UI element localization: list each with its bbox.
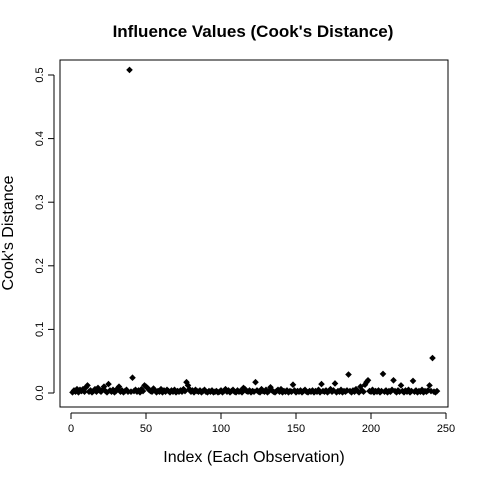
data-point xyxy=(208,387,216,394)
x-tick-label: 150 xyxy=(287,423,305,435)
data-point xyxy=(360,388,367,396)
y-tick-label: 0.4 xyxy=(34,131,46,146)
data-point xyxy=(400,389,408,396)
data-point xyxy=(252,378,259,386)
data-point xyxy=(390,376,397,384)
data-point xyxy=(409,377,417,385)
data-point xyxy=(94,384,102,392)
data-point xyxy=(138,385,145,393)
data-point xyxy=(331,380,339,387)
x-axis: 0 50 100 150 200 250 xyxy=(68,412,455,435)
data-point xyxy=(241,385,249,393)
data-point xyxy=(297,387,304,394)
data-point xyxy=(190,389,198,396)
data-point xyxy=(345,371,352,378)
data-point xyxy=(309,387,316,394)
data-point xyxy=(103,389,111,396)
data-points xyxy=(69,66,441,396)
data-point xyxy=(246,387,253,394)
data-point xyxy=(379,370,387,378)
y-tick-label: 0.0 xyxy=(34,385,46,400)
data-point xyxy=(429,354,436,362)
data-point xyxy=(232,389,240,396)
data-point xyxy=(291,387,298,394)
plot-frame xyxy=(59,59,449,408)
data-point xyxy=(166,389,174,396)
data-point xyxy=(118,387,126,394)
x-axis-label: Index (Each Observation) xyxy=(163,449,344,466)
data-point xyxy=(343,387,351,394)
data-point xyxy=(355,389,363,396)
data-point xyxy=(327,385,334,393)
data-point xyxy=(183,378,190,386)
data-point xyxy=(375,387,382,394)
y-tick-label: 0.5 xyxy=(34,67,46,82)
data-point xyxy=(181,387,189,395)
data-point xyxy=(382,387,390,394)
data-point xyxy=(112,387,120,395)
data-point xyxy=(277,385,285,393)
data-point xyxy=(348,389,355,396)
chart-title: Influence Values (Cook's Distance) xyxy=(113,22,394,41)
data-point xyxy=(144,384,151,392)
data-point xyxy=(159,389,166,396)
data-point xyxy=(289,381,297,389)
data-point xyxy=(222,385,229,393)
data-point xyxy=(352,385,360,393)
data-point xyxy=(115,383,123,390)
data-point xyxy=(364,376,372,384)
data-point xyxy=(157,385,165,393)
data-point xyxy=(136,389,144,396)
data-point xyxy=(316,389,324,396)
data-point xyxy=(433,387,441,395)
data-point xyxy=(330,387,337,394)
data-point xyxy=(412,387,420,394)
x-tick-label: 0 xyxy=(68,423,74,435)
data-point xyxy=(283,387,291,394)
data-point xyxy=(265,387,273,395)
data-point xyxy=(129,374,136,382)
data-point xyxy=(256,389,264,396)
data-point xyxy=(424,387,432,394)
data-point xyxy=(75,389,82,396)
data-point xyxy=(126,66,133,74)
data-point xyxy=(393,389,400,396)
y-tick-label: 0.2 xyxy=(34,258,46,273)
data-point xyxy=(69,389,76,396)
y-tick-label: 0.3 xyxy=(34,195,46,210)
data-point xyxy=(186,385,193,393)
data-point xyxy=(426,382,433,389)
y-axis: 0.0 0.1 0.2 0.3 0.4 0.5 xyxy=(34,67,55,401)
x-tick-label: 50 xyxy=(140,423,152,435)
data-point xyxy=(105,380,112,388)
data-point xyxy=(73,385,81,393)
data-point xyxy=(151,387,159,394)
x-tick-label: 250 xyxy=(437,423,455,435)
data-point xyxy=(258,385,265,393)
x-tick-label: 200 xyxy=(362,423,380,435)
data-point xyxy=(139,387,147,395)
y-axis-label: Cook's Distance xyxy=(0,175,17,290)
y-tick-label: 0.1 xyxy=(34,322,46,337)
data-point xyxy=(318,380,325,388)
x-tick-label: 100 xyxy=(212,423,230,435)
data-point xyxy=(84,382,91,389)
data-point xyxy=(180,385,187,393)
data-point xyxy=(196,387,204,394)
data-point xyxy=(397,382,405,389)
data-point xyxy=(225,387,232,394)
data-point xyxy=(238,389,246,396)
